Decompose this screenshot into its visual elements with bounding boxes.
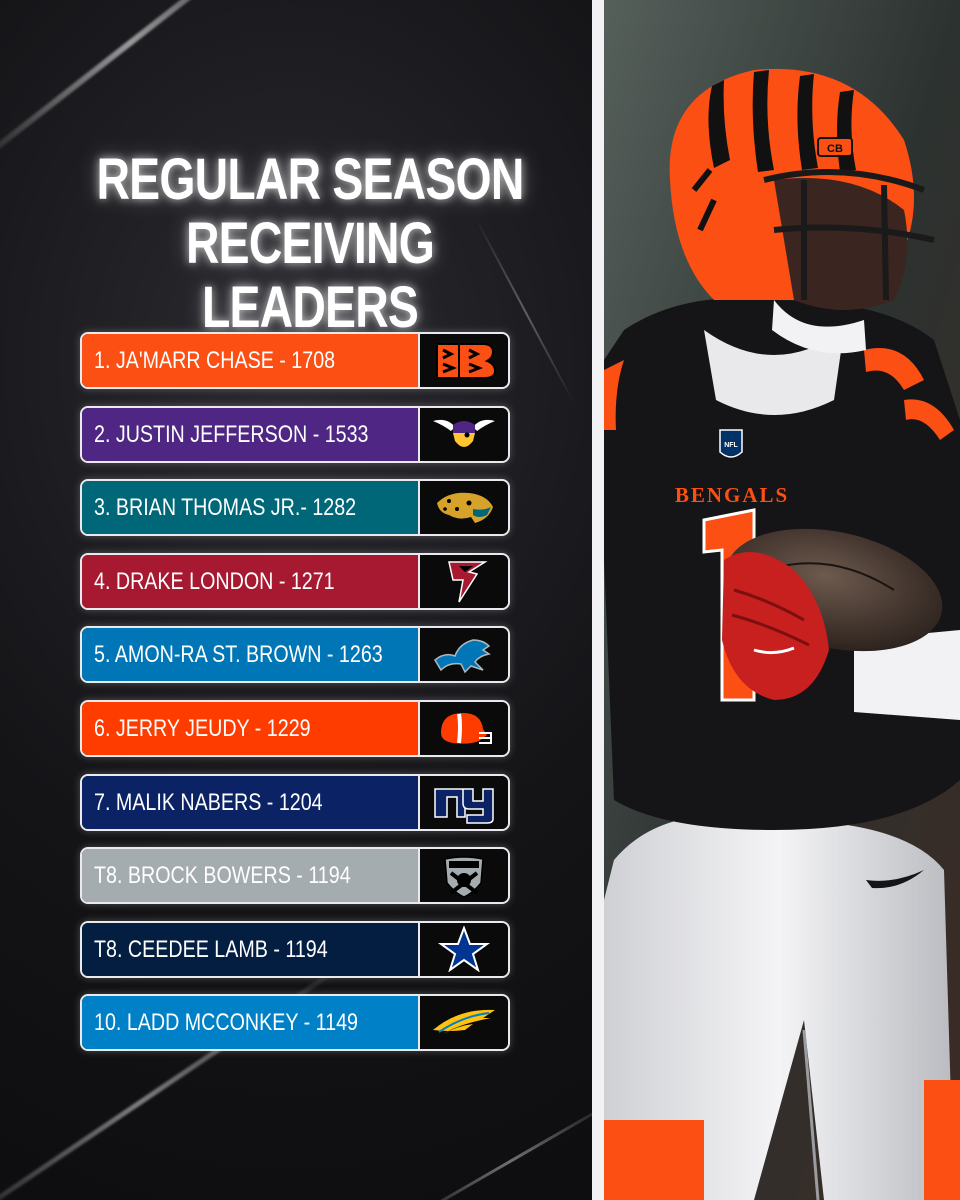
leader-name-yards: 3. BRIAN THOMAS JR.- 1282 xyxy=(94,494,357,522)
helmet: CB xyxy=(669,68,935,310)
team-logo xyxy=(418,407,508,461)
leader-name-yards: 6. JERRY JEUDY - 1229 xyxy=(94,714,311,742)
leader-name-yards: 10. LADD MCCONKEY - 1149 xyxy=(94,1009,358,1037)
glove xyxy=(722,552,829,700)
leader-row: 1. JA'MARR CHASE - 1708 xyxy=(80,332,510,389)
team-logo xyxy=(418,334,508,387)
leader-name-yards: 5. AMON-RA ST. BROWN - 1263 xyxy=(94,641,383,669)
leader-row: 2. JUSTIN JEFFERSON - 1533 xyxy=(80,405,510,463)
leader-bar xyxy=(82,701,422,755)
leader-name-yards: 4. DRAKE LONDON - 1271 xyxy=(94,567,335,595)
jaguars-logo-icon xyxy=(437,492,493,523)
leader-row: 6. JERRY JEUDY - 1229 xyxy=(80,699,510,757)
leader-row: 5. AMON-RA ST. BROWN - 1263 xyxy=(80,626,510,684)
sock-shape xyxy=(604,1120,704,1200)
leader-bar xyxy=(82,407,422,461)
leader-bar xyxy=(82,334,422,387)
leader-bar xyxy=(82,481,422,535)
leader-row: 4. DRAKE LONDON - 1271 xyxy=(80,552,510,610)
leader-bar xyxy=(82,554,422,608)
team-logo xyxy=(418,628,508,682)
raiders-logo-icon xyxy=(444,855,484,898)
nfl-shield: NFL xyxy=(719,429,743,458)
leader-name-yards: T8. BROCK BOWERS - 1194 xyxy=(94,862,351,890)
svg-text:CB: CB xyxy=(827,143,843,155)
bengals-logo-icon xyxy=(436,342,497,379)
leader-bar xyxy=(82,775,422,829)
pants-shape xyxy=(604,815,954,1200)
team-logo xyxy=(418,922,508,976)
leader-name-yards: T8. CEEDEE LAMB - 1194 xyxy=(94,935,328,963)
leader-bar xyxy=(82,849,422,903)
leader-row: T8. CEEDEE LAMB - 1194 xyxy=(80,920,510,978)
leaders-list: 1. JA'MARR CHASE - 1708 2. JUSTIN JEFFER… xyxy=(80,332,510,1068)
falcons-logo-icon xyxy=(448,561,488,603)
leader-row: 10. LADD MCCONKEY - 1149 xyxy=(80,994,510,1052)
title-line-1: REGULAR SEASON xyxy=(96,147,524,212)
leader-row: T8. BROCK BOWERS - 1194 xyxy=(80,847,510,905)
jersey-wordmark: BENGALS xyxy=(675,483,789,507)
team-logo xyxy=(418,701,508,755)
leader-row: 7. MALIK NABERS - 1204 xyxy=(80,773,510,831)
title-line-2: RECEIVING LEADERS xyxy=(185,211,435,340)
lions-logo-icon xyxy=(434,639,491,674)
giants-logo-icon xyxy=(434,788,494,824)
leader-name-yards: 1. JA'MARR CHASE - 1708 xyxy=(94,347,336,374)
leader-bar xyxy=(82,996,422,1050)
team-logo xyxy=(418,554,508,608)
leader-row: 3. BRIAN THOMAS JR.- 1282 xyxy=(80,479,510,537)
svg-text:NFL: NFL xyxy=(724,442,738,449)
chargers-logo-icon xyxy=(433,1009,495,1034)
team-logo xyxy=(418,481,508,535)
light-streak xyxy=(396,1095,624,1200)
leader-name-yards: 2. JUSTIN JEFFERSON - 1533 xyxy=(94,420,369,448)
player-illustration: NFL BENGALS xyxy=(604,0,960,1200)
page-title: REGULAR SEASON RECEIVING LEADERS xyxy=(94,148,526,340)
player-photo: NFL BENGALS xyxy=(592,0,960,1200)
browns-logo-icon xyxy=(441,713,492,745)
leader-bar xyxy=(82,628,422,682)
team-logo xyxy=(418,775,508,829)
cowboys-logo-icon xyxy=(437,926,491,973)
leader-name-yards: 7. MALIK NABERS - 1204 xyxy=(94,788,323,816)
leader-bar xyxy=(82,922,422,976)
vikings-logo-icon xyxy=(433,419,495,448)
team-logo xyxy=(418,996,508,1050)
team-logo xyxy=(418,849,508,903)
arm-sleeve xyxy=(854,630,960,720)
